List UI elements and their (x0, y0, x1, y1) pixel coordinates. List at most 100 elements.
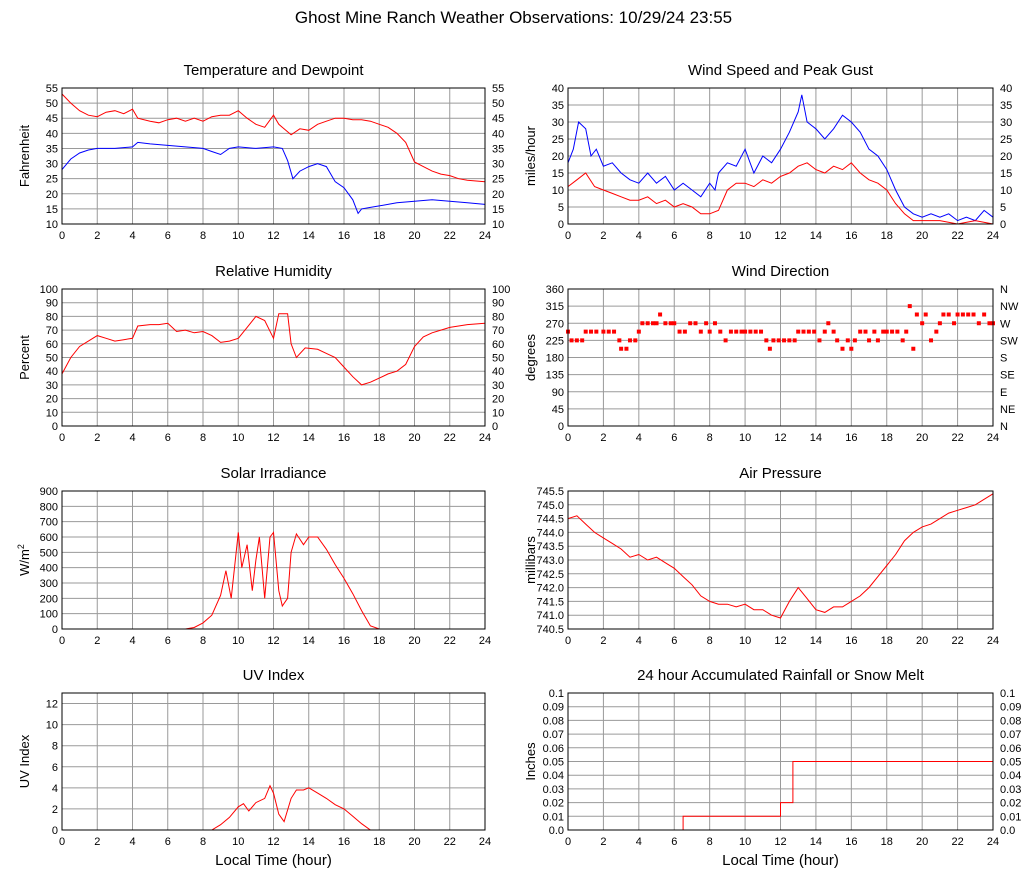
y2-tick-label: 70 (492, 325, 504, 337)
y-tick-label: 90 (552, 387, 564, 399)
data-point (806, 329, 811, 334)
y-tick-label: 300 (40, 578, 58, 590)
data-point (704, 321, 709, 326)
x-tick-label: 16 (338, 230, 350, 242)
y-tick-label: 15 (552, 168, 564, 180)
x-tick-label: 20 (408, 230, 420, 242)
x-tick-label: 18 (373, 230, 385, 242)
x-tick-label: 2 (600, 635, 606, 647)
data-point (875, 338, 880, 343)
y-tick-label: 40 (552, 83, 564, 95)
x-tick-label: 18 (373, 635, 385, 647)
y2-tick-label: 50 (492, 353, 504, 365)
compass-label: NE (1000, 404, 1015, 416)
y-tick-label: 20 (552, 151, 564, 163)
x-tick-label: 20 (916, 836, 928, 848)
x-tick-label: 4 (636, 836, 642, 848)
x-tick-label: 22 (444, 635, 456, 647)
x-axis-label: Local Time (hour) (215, 852, 332, 869)
y-tick-label: 70 (46, 325, 58, 337)
y2-tick-label: 0.07 (1000, 729, 1021, 741)
series-line-red (61, 313, 486, 386)
y-tick-label: 8 (52, 741, 58, 753)
chart-rain: 24 hour Accumulated Rainfall or Snow Mel… (523, 667, 1021, 869)
y-tick-label: 745.5 (536, 486, 564, 498)
plot-frame (567, 692, 994, 831)
data-point (627, 338, 632, 343)
y-tick-label: 0.06 (543, 743, 564, 755)
y-tick-label: 4 (52, 783, 58, 795)
y-tick-label: 0 (558, 219, 564, 231)
x-tick-label: 0 (565, 432, 571, 444)
data-point (723, 338, 728, 343)
data-point (707, 329, 712, 334)
chart-title: Solar Irradiance (221, 465, 327, 482)
x-tick-label: 18 (881, 635, 893, 647)
x-tick-label: 8 (707, 635, 713, 647)
x-tick-label: 14 (810, 836, 822, 848)
x-tick-label: 8 (200, 635, 206, 647)
x-tick-label: 20 (408, 432, 420, 444)
x-tick-label: 14 (303, 635, 315, 647)
data-point (759, 329, 764, 334)
x-tick-label: 10 (739, 635, 751, 647)
data-point (976, 321, 981, 326)
y-tick-label: 0.09 (543, 702, 564, 714)
y2-tick-label: 0.04 (1000, 770, 1021, 782)
y-tick-label: 0 (558, 421, 564, 433)
data-point (636, 329, 641, 334)
chart-title: Wind Direction (732, 263, 830, 280)
x-tick-label: 0 (565, 635, 571, 647)
compass-label: SW (1000, 335, 1018, 347)
x-tick-label: 0 (59, 635, 65, 647)
data-point (698, 329, 703, 334)
x-tick-label: 12 (774, 230, 786, 242)
series-line-red (62, 531, 485, 630)
y-axis-label: Inches (523, 742, 538, 781)
data-point (739, 329, 744, 334)
x-tick-label: 8 (707, 432, 713, 444)
y-tick-label: 0.07 (543, 729, 564, 741)
y2-tick-label: 20 (492, 394, 504, 406)
data-point (645, 321, 650, 326)
plot-frame (567, 87, 994, 225)
series-line-red (61, 93, 486, 183)
y-tick-label: 0.05 (543, 757, 564, 769)
x-tick-label: 24 (987, 230, 999, 242)
y2-tick-label: 0.05 (1000, 757, 1021, 769)
y-axis-label: degrees (523, 334, 538, 381)
x-tick-label: 4 (129, 432, 135, 444)
y2-tick-label: 15 (1000, 168, 1012, 180)
data-point (987, 321, 992, 326)
x-tick-label: 22 (951, 432, 963, 444)
plot-frame (61, 87, 486, 225)
data-point (960, 312, 965, 317)
x-tick-label: 20 (916, 635, 928, 647)
data-point (911, 346, 916, 351)
y-tick-label: 6 (52, 762, 58, 774)
x-tick-label: 4 (636, 635, 642, 647)
y2-tick-label: 0.08 (1000, 715, 1021, 727)
x-tick-label: 4 (636, 230, 642, 242)
data-point (617, 338, 622, 343)
y2-tick-label: 30 (1000, 117, 1012, 129)
data-point (583, 329, 588, 334)
data-point (881, 329, 886, 334)
data-point (863, 329, 868, 334)
x-tick-label: 6 (165, 635, 171, 647)
x-tick-label: 16 (845, 230, 857, 242)
data-point (907, 304, 912, 309)
x-tick-label: 14 (303, 836, 315, 848)
data-point (612, 329, 617, 334)
data-point (619, 346, 624, 351)
y-tick-label: 50 (46, 353, 58, 365)
y-tick-label: 100 (40, 284, 58, 296)
y-axis-label: miles/hour (523, 125, 538, 186)
y2-tick-label: 10 (492, 219, 504, 231)
y-tick-label: 15 (46, 204, 58, 216)
y-tick-label: 0.1 (549, 688, 564, 700)
y-tick-label: 700 (40, 517, 58, 529)
x-tick-label: 20 (408, 635, 420, 647)
y-tick-label: 744.0 (536, 527, 564, 539)
y-tick-label: 25 (552, 134, 564, 146)
